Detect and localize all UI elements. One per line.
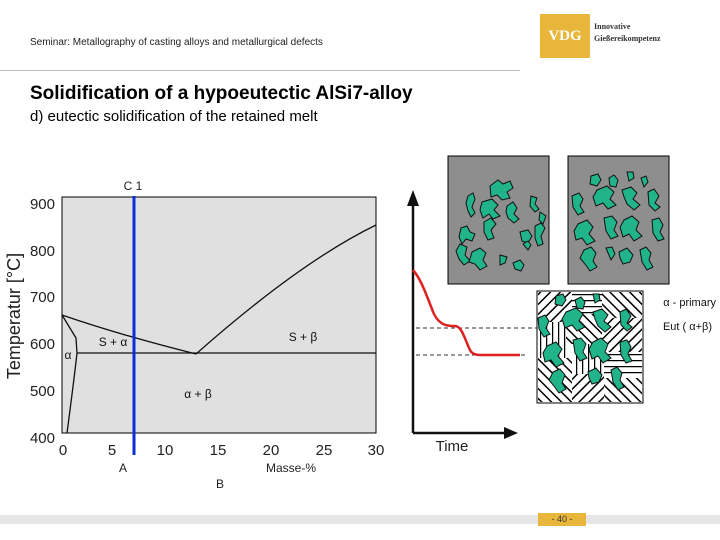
cooling-curve: Time — [407, 190, 548, 455]
cooling-curve-line — [412, 269, 520, 357]
cooling-y-arrow — [407, 190, 419, 206]
time-label: Time — [436, 438, 469, 455]
y-axis-label: Temperatur [°C] — [4, 253, 24, 379]
x-tick-label: 15 — [210, 442, 227, 459]
x-tick-label: 30 — [368, 442, 385, 459]
region-s-beta: S + β — [289, 330, 318, 344]
logo-mark: VDG — [548, 28, 582, 44]
micrograph-eutectic: α - primary Eut ( α+β) — [536, 290, 716, 404]
footer-bar — [0, 515, 720, 524]
composition-label: C 1 — [124, 179, 143, 193]
solvus-line — [66, 352, 78, 434]
x-tick-label: 0 — [59, 442, 67, 459]
region-alpha: α — [65, 348, 72, 362]
liquidus-beta-line — [195, 224, 377, 355]
micrograph-1-frame — [447, 155, 550, 285]
y-tick-label: 700 — [30, 289, 55, 306]
slide-title: Solidification of a hypoeutectic AlSi7-a… — [30, 83, 413, 104]
phase-diagram — [61, 196, 377, 455]
label-a: A — [119, 461, 127, 475]
region-alpha-beta: α + β — [184, 387, 212, 401]
logo-tagline-1: Innovative — [594, 22, 631, 31]
x-tick-label: 20 — [263, 442, 280, 459]
page-number: - 40 - — [538, 513, 586, 526]
seminar-title: Seminar: Metallography of casting alloys… — [30, 37, 323, 48]
vdg-logo: VDG — [540, 14, 590, 58]
y-tick-label: 400 — [30, 430, 55, 447]
micrograph-primary-2 — [567, 155, 670, 285]
y-tick-label: 800 — [30, 243, 55, 260]
cooling-x-arrow — [504, 427, 518, 439]
x-tick-label: 25 — [316, 442, 333, 459]
micrograph-primary-1 — [447, 155, 550, 285]
x-axis-label: Masse-% — [266, 461, 316, 475]
phase-diagram-frame — [61, 196, 377, 434]
logo-tagline-2: Gießereikompetenz — [594, 34, 661, 43]
liquidus-alpha-line — [61, 314, 197, 355]
legend-primary: α - primary — [663, 297, 716, 309]
y-tick-label: 600 — [30, 336, 55, 353]
y-tick-label: 900 — [30, 196, 55, 213]
header-rule — [0, 14, 520, 71]
x-tick-label: 5 — [108, 442, 116, 459]
label-b: B — [216, 477, 224, 491]
region-s-alpha: S + α — [99, 335, 128, 349]
y-tick-label: 500 — [30, 383, 55, 400]
x-tick-label: 10 — [157, 442, 174, 459]
legend-eutectic: Eut ( α+β) — [663, 321, 712, 333]
solidus-line — [61, 314, 78, 354]
slide-subtitle: d) eutectic solidification of the retain… — [30, 108, 318, 125]
